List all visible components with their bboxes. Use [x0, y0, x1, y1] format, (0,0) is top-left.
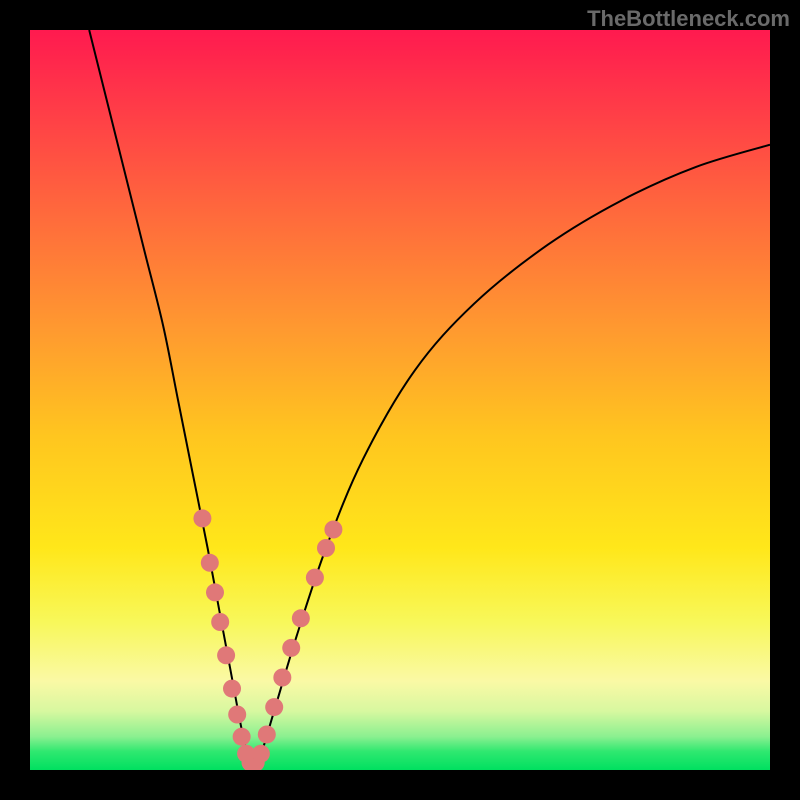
data-point-marker: [217, 646, 235, 664]
watermark-text: TheBottleneck.com: [587, 6, 790, 32]
data-point-marker: [292, 609, 310, 627]
gradient-background: [30, 30, 770, 770]
bottleneck-chart: [30, 30, 770, 770]
data-point-marker: [233, 728, 251, 746]
data-point-marker: [273, 669, 291, 687]
data-point-marker: [223, 680, 241, 698]
data-point-marker: [206, 583, 224, 601]
plot-area: [30, 30, 770, 770]
data-point-marker: [228, 706, 246, 724]
data-point-marker: [211, 613, 229, 631]
data-point-marker: [282, 639, 300, 657]
data-point-marker: [201, 554, 219, 572]
data-point-marker: [306, 569, 324, 587]
data-point-marker: [317, 539, 335, 557]
data-point-marker: [265, 698, 283, 716]
data-point-marker: [193, 509, 211, 527]
data-point-marker: [252, 745, 270, 763]
data-point-marker: [258, 725, 276, 743]
data-point-marker: [324, 521, 342, 539]
